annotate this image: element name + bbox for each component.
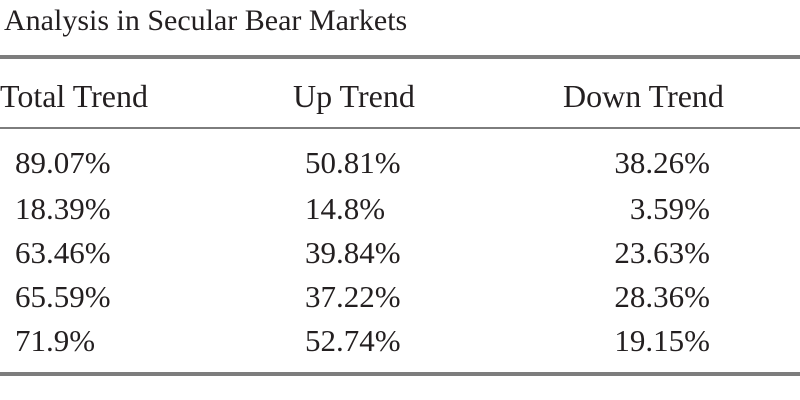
header-rule [0, 127, 800, 129]
top-rule [0, 55, 800, 59]
table-cell: 39.84% [305, 235, 401, 270]
table-cell: 52.74% [305, 323, 401, 358]
table-cell: 71.9% [15, 323, 96, 358]
table-cell: 28.36% [614, 279, 710, 314]
bottom-rule [0, 372, 800, 376]
table-cell: 37.22% [305, 279, 401, 314]
table-cell: 14.8% [305, 191, 386, 226]
table-title: Analysis in Secular Bear Markets [4, 4, 408, 37]
column-header: Total Trend [0, 78, 148, 114]
table-cell: 89.07% [15, 145, 111, 180]
table-cell: 38.26% [614, 145, 710, 180]
table-cell: 3.59% [629, 191, 710, 226]
table-cell: 65.59% [15, 279, 111, 314]
table-cell: 18.39% [15, 191, 111, 226]
table-cell: 19.15% [614, 323, 710, 358]
column-header: Down Trend [563, 78, 724, 114]
column-header: Up Trend [293, 78, 415, 114]
table-cell: 23.63% [614, 235, 710, 270]
table-cell: 50.81% [305, 145, 401, 180]
table-cell: 63.46% [15, 235, 111, 270]
